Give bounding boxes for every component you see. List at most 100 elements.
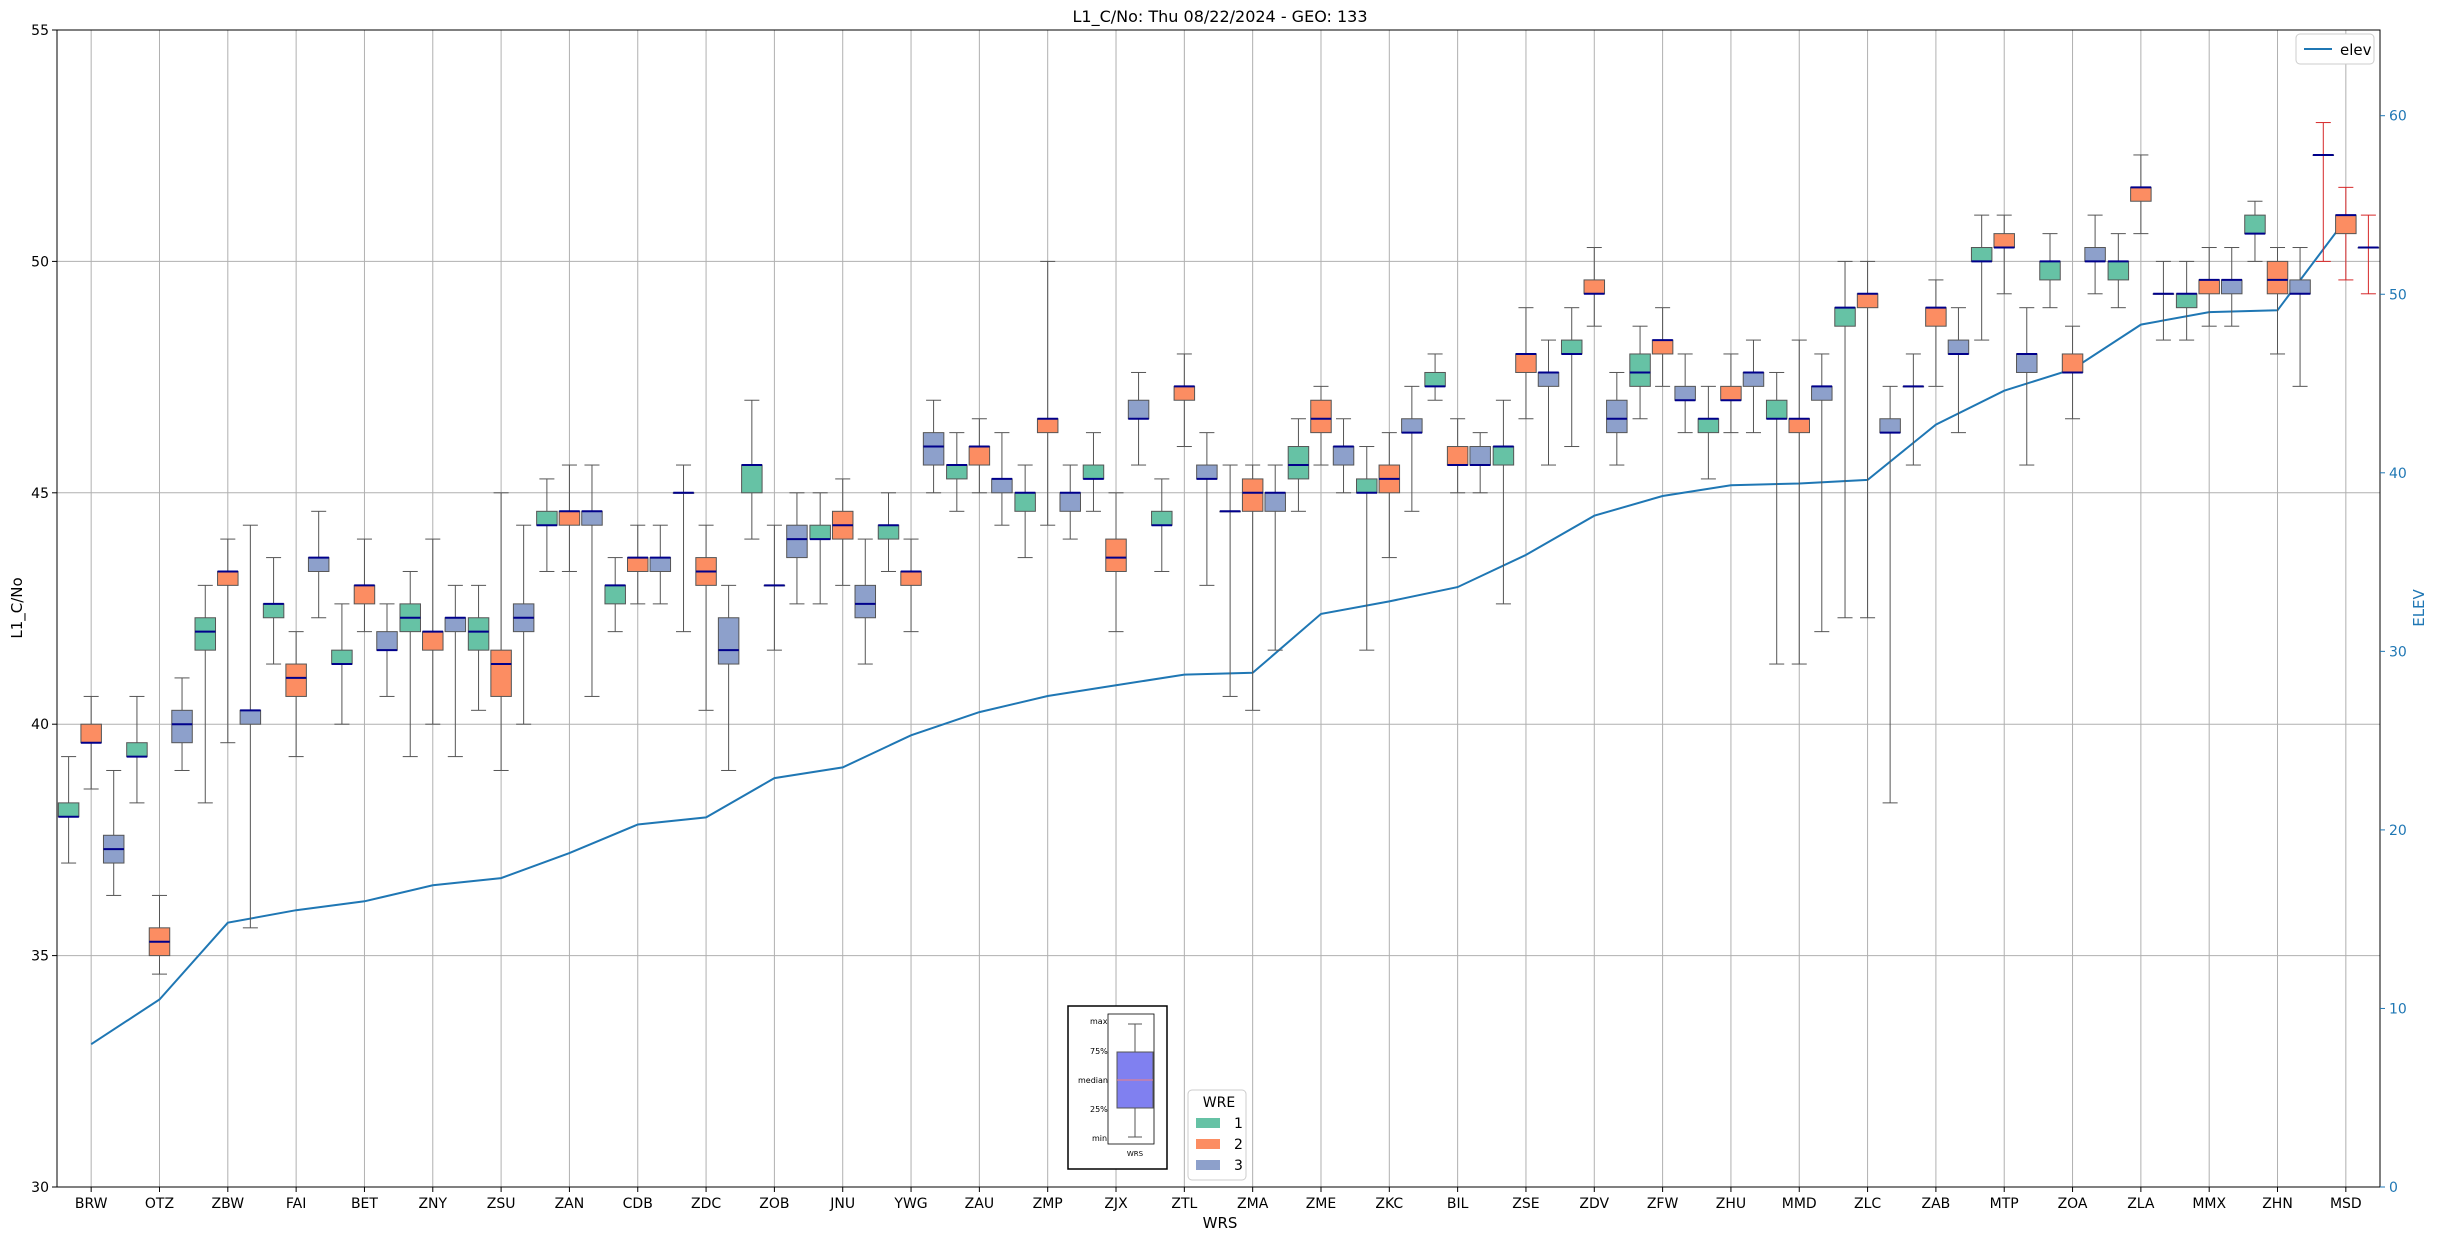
box-iqr [467, 617, 490, 651]
box-layer [57, 122, 2380, 975]
box-iqr [1151, 510, 1173, 526]
box-iqr [2130, 186, 2152, 202]
box-iqr [2039, 260, 2061, 281]
box-iqr [1014, 492, 1036, 512]
box-iqr [422, 631, 444, 651]
box-iqr [1059, 492, 1081, 512]
box-iqr [1629, 353, 1651, 387]
box-iqr [2084, 247, 2106, 262]
box-iqr [1173, 385, 1196, 401]
x-tick-label: MTP [1990, 1196, 2019, 1212]
box-iqr [1720, 385, 1742, 401]
x-tick-label: ZDV [1579, 1196, 1609, 1212]
elev-legend: elev [2295, 33, 2375, 65]
x-tick-label: ZOB [759, 1196, 789, 1212]
box-iqr [581, 510, 603, 526]
box-iqr [444, 617, 467, 633]
y2-tick-label: 30 [2389, 644, 2407, 660]
x-tick-label: MSD [2330, 1196, 2362, 1212]
x-tick-label: ZKC [1375, 1196, 1403, 1212]
x-tick-label: BRW [75, 1196, 108, 1212]
y2-axis-label: ELEV [2410, 588, 2428, 626]
box-iqr [1856, 293, 1879, 309]
box-iqr [1446, 446, 1469, 466]
box-iqr [2107, 260, 2130, 281]
box-iqr [922, 432, 945, 466]
box-iqr [1036, 418, 1059, 434]
box-iqr [1492, 446, 1515, 466]
y-tick-label: 45 [31, 486, 49, 502]
x-tick-label: ZLA [2127, 1196, 2155, 1212]
box-iqr [2016, 353, 2038, 373]
box-iqr [1742, 371, 1765, 387]
wre-legend-label-1: 1 [1234, 1116, 1243, 1132]
x-axis-label: WRS [1203, 1214, 1238, 1232]
box-iqr [1925, 307, 1947, 327]
box-iqr [376, 631, 398, 651]
y2-tick-label: 0 [2389, 1180, 2398, 1196]
box-iqr [57, 802, 80, 818]
box-iqr [1537, 371, 1560, 387]
box-iqr [604, 584, 626, 605]
box-iqr [1834, 307, 1856, 327]
box-iqr [1105, 538, 1127, 572]
y-tick-label: 35 [31, 949, 49, 965]
box-iqr [490, 649, 512, 697]
wre-legend-swatch-3 [1196, 1160, 1220, 1170]
box-iqr [2266, 260, 2289, 295]
box-iqr [1515, 353, 1537, 373]
x-tick-label: ZOA [2058, 1196, 2088, 1212]
box-iqr [1583, 279, 1606, 295]
wre-legend-title: WRE [1203, 1095, 1235, 1111]
wre-legend-swatch-1 [1196, 1118, 1220, 1128]
box-iqr [1241, 478, 1264, 512]
box-iqr [649, 557, 672, 572]
y2-tick-label: 20 [2389, 823, 2407, 839]
inset-label-max: max [1090, 1017, 1108, 1026]
inset-label-q3: 75% [1090, 1047, 1108, 1056]
box-iqr [2175, 293, 2198, 309]
x-tick-label: CDB [623, 1196, 653, 1212]
x-tick-label: ZJX [1104, 1196, 1128, 1212]
wre-legend-swatch-2 [1196, 1139, 1220, 1149]
x-tick-label: ZTL [1171, 1196, 1197, 1212]
box-iqr [1560, 339, 1583, 355]
y-tick-label: 50 [31, 254, 49, 270]
box-iqr [1697, 418, 1720, 434]
box-iqr [1196, 464, 1218, 480]
box-iqr [1993, 233, 2015, 249]
inset-label-q1: 25% [1090, 1105, 1108, 1114]
box-iqr [991, 478, 1013, 494]
y-tick-label: 40 [31, 717, 49, 733]
box-iqr [741, 464, 763, 494]
x-tick-label: ZDC [691, 1196, 721, 1212]
x-tick-label: MMX [2192, 1196, 2226, 1212]
axes: 30 35 40 45 50 55 0 10 20 30 40 50 60 BRW OTZ ZBW FAI BET… [31, 23, 2407, 1212]
x-tick-label: ZAN [555, 1196, 585, 1212]
box-iqr [809, 524, 831, 540]
wre-legend-label-2: 2 [1234, 1137, 1243, 1153]
wre-legend-label-3: 3 [1234, 1158, 1243, 1174]
box-iqr [171, 709, 193, 744]
box-iqr [262, 603, 285, 619]
box-iqr [1082, 464, 1105, 480]
x-tick-label: ZME [1306, 1196, 1337, 1212]
plot-frame [56, 29, 2381, 1188]
inset-inner-frame [1107, 1013, 1155, 1145]
x-tick-label: ZFW [1647, 1196, 1679, 1212]
box-iqr [946, 464, 968, 480]
x-tick-label: ZAB [1922, 1196, 1951, 1212]
x-tick-label: MMD [1782, 1196, 1817, 1212]
box-iqr [717, 617, 740, 665]
box-iqr [1651, 339, 1674, 355]
x-tick-label: ZHU [1716, 1196, 1746, 1212]
box-iqr [1127, 399, 1150, 420]
box-iqr [307, 557, 330, 572]
inset-label-median: median [1078, 1076, 1108, 1085]
box-iqr [2289, 279, 2311, 295]
inset-xlabel: WRS [1127, 1150, 1144, 1158]
x-tick-label: ZAU [965, 1196, 994, 1212]
x-tick-label: YWG [893, 1196, 927, 1212]
box-iqr [2335, 214, 2357, 235]
